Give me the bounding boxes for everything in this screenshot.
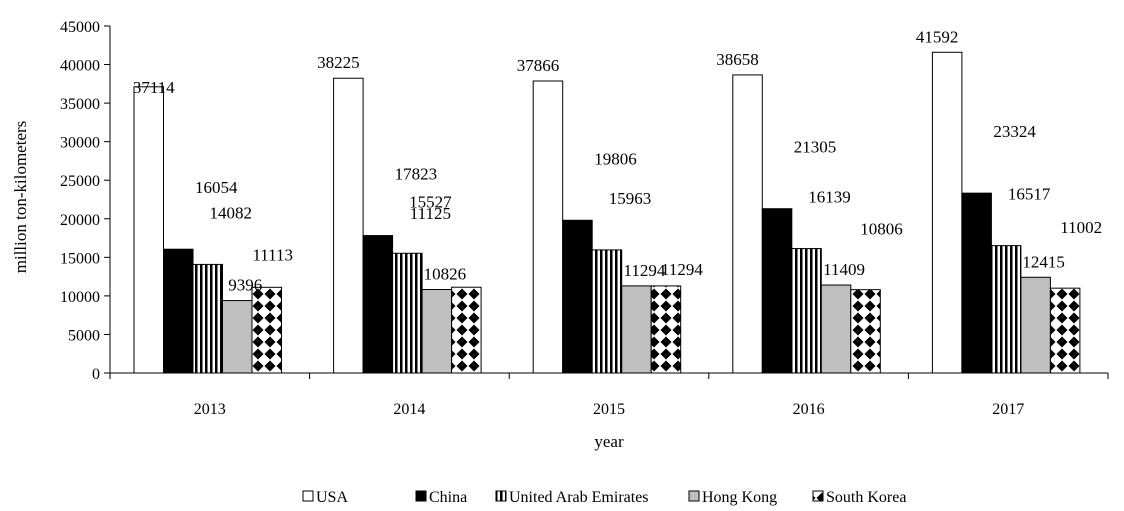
data-label: 12415 [1022, 252, 1065, 271]
data-label: 9396 [228, 276, 262, 295]
y-tick-label: 10000 [60, 289, 100, 306]
data-label: 10826 [424, 265, 467, 284]
data-label: 23324 [993, 122, 1036, 141]
x-tick-label: 2014 [393, 401, 425, 418]
y-tick-label: 15000 [60, 250, 100, 267]
data-label: 15527 [409, 192, 452, 211]
bar [761, 208, 793, 374]
y-tick-label: 0 [92, 366, 100, 383]
bar [1020, 276, 1051, 374]
data-label: 37114 [133, 78, 175, 97]
y-tick-label: 45000 [60, 19, 100, 36]
y-tick-label: 20000 [60, 212, 100, 229]
legend-label: United Arab Emirates [509, 489, 649, 506]
bar [732, 74, 763, 374]
data-label: 19806 [594, 149, 637, 168]
legend-label: China [429, 489, 467, 506]
bar [251, 286, 282, 374]
bar [961, 192, 992, 374]
legend-swatch [688, 490, 700, 502]
bar [931, 51, 963, 374]
y-tick-label: 35000 [60, 96, 100, 113]
bar [421, 289, 453, 374]
legend-label: USA [316, 489, 348, 506]
data-label: 11125 [410, 204, 451, 223]
bar [532, 80, 564, 374]
data-label: 14082 [210, 203, 253, 222]
data-label: 10806 [860, 220, 903, 239]
bar [650, 285, 682, 374]
bar [163, 248, 194, 374]
data-label: 16054 [195, 178, 238, 197]
data-label: 16139 [808, 188, 851, 207]
data-label: 11113 [252, 245, 293, 264]
bar [621, 285, 652, 374]
x-axis-title: year [594, 432, 624, 451]
legend-label: Hong Kong [702, 489, 777, 506]
data-labels: 37114 38225 37866 38658 41592 16054 17823 19806… [133, 27, 1102, 294]
x-tick-label: 2017 [992, 401, 1024, 418]
x-tick-label: 2013 [194, 401, 226, 418]
y-tick-label: 5000 [68, 327, 100, 344]
data-label: 41592 [916, 27, 959, 46]
y-tick-label: 25000 [60, 173, 100, 190]
legend-swatch [812, 490, 824, 502]
legend-swatch [415, 490, 427, 502]
y-tick-label: 40000 [60, 58, 100, 75]
legend-label: South Korea [826, 489, 906, 506]
bars [133, 51, 1081, 374]
legend-swatch [495, 490, 507, 502]
x-axis: 2013 2014 2015 2016 2017 [109, 372, 1109, 418]
x-tick-label: 2016 [793, 401, 825, 418]
data-label: 11409 [823, 260, 865, 279]
bar [392, 252, 423, 374]
data-label: 17823 [395, 165, 438, 184]
bar [192, 263, 223, 374]
bar [990, 245, 1022, 374]
bar [562, 219, 593, 374]
bar [333, 77, 364, 374]
bar [362, 235, 394, 374]
y-axis-title: million ton-kilometers [11, 121, 30, 274]
bar [591, 249, 623, 374]
data-label: 21305 [794, 138, 837, 157]
data-label: 11002 [1060, 218, 1102, 237]
bar [222, 300, 253, 374]
legend: USA China United Arab Emirates Hong Kong Sou… [302, 489, 906, 506]
bar [850, 289, 881, 374]
data-label: 11294 [624, 261, 666, 280]
data-label: 37866 [517, 56, 560, 75]
data-label: 15963 [609, 189, 652, 208]
bar [820, 284, 852, 374]
legend-swatch [302, 490, 314, 502]
y-tick-label: 30000 [60, 135, 100, 152]
bar [1049, 287, 1081, 374]
y-axis: 0 5000 10000 15000 20000 25000 30000 35000 40000… [60, 19, 111, 383]
bar [791, 248, 822, 374]
bar [133, 86, 164, 374]
x-tick-label: 2015 [593, 401, 625, 418]
data-label: 11294 [661, 260, 703, 279]
bar [451, 286, 482, 374]
data-label: 38225 [317, 53, 360, 72]
data-label: 38658 [716, 50, 759, 69]
data-label: 16517 [1008, 185, 1051, 204]
